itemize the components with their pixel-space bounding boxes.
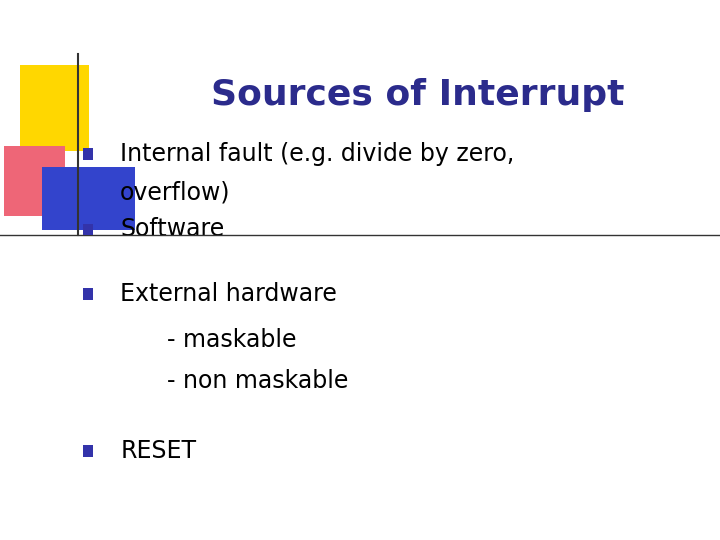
- Text: - maskable: - maskable: [167, 328, 297, 352]
- Text: overflow): overflow): [120, 181, 230, 205]
- Text: Sources of Interrupt: Sources of Interrupt: [211, 78, 624, 111]
- Bar: [83, 148, 93, 160]
- Bar: [83, 288, 93, 300]
- Text: External hardware: External hardware: [120, 282, 337, 306]
- Bar: [20, 65, 89, 151]
- Text: - non maskable: - non maskable: [167, 369, 348, 393]
- Bar: [83, 224, 93, 235]
- Bar: [83, 445, 93, 457]
- Text: Software: Software: [120, 218, 225, 241]
- Bar: [42, 167, 135, 230]
- Text: RESET: RESET: [120, 439, 197, 463]
- Bar: [4, 146, 65, 216]
- Text: Internal fault (e.g. divide by zero,: Internal fault (e.g. divide by zero,: [120, 142, 515, 166]
